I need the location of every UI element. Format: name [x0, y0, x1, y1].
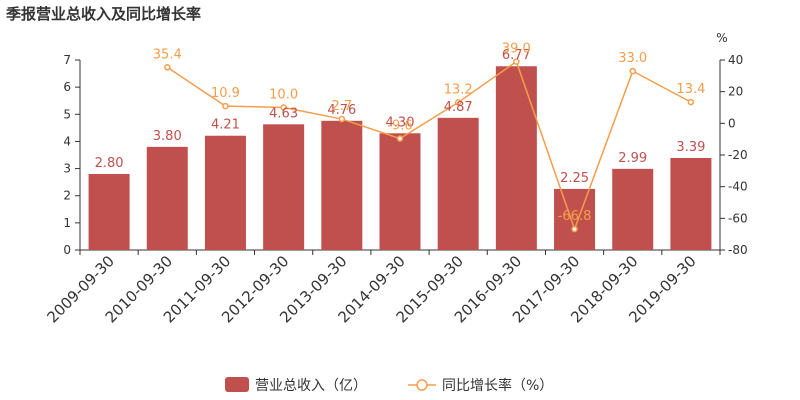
bar	[670, 157, 712, 250]
bar-value-label: 4.21	[211, 118, 240, 133]
y-left-tick-label: 7	[63, 53, 71, 67]
bar-value-label: 4.87	[444, 100, 473, 115]
bar-value-label: 2.80	[95, 156, 124, 171]
labels-layer: 2.80 3.80 4.21 4.63 4.76 4.30 4.87 6.77 2.25 2.99…	[95, 42, 706, 225]
y-left-tick-label: 4	[63, 134, 71, 148]
growth-value-label: 35.4	[153, 47, 182, 62]
chart-title: 季报营业总收入及同比增长率	[6, 5, 202, 23]
y-right-unit-label: %	[716, 31, 727, 45]
bar-value-label: 3.80	[153, 129, 182, 144]
bar	[437, 117, 479, 250]
bar-value-label: 2.99	[618, 151, 647, 166]
y-left-tick-label: 2	[63, 189, 71, 203]
bar	[263, 124, 305, 250]
y-right-tick-label: 0	[728, 116, 736, 130]
y-left-tick-label: 3	[63, 162, 71, 176]
growth-value-label: 10.9	[211, 86, 240, 101]
bar-value-label: 4.76	[327, 103, 356, 118]
y-right-tick-label: -60	[728, 211, 748, 225]
growth-point	[396, 135, 404, 142]
y-right-tick-label: -40	[728, 180, 748, 194]
bar-value-label: 3.39	[676, 140, 705, 155]
legend-bar-label: 营业总收入（亿）	[255, 378, 367, 394]
y-right-tick-label: -20	[728, 148, 748, 162]
bar-value-label: 2.25	[560, 171, 589, 186]
growth-point	[513, 58, 520, 65]
growth-value-label: -9.6	[387, 119, 412, 134]
bar	[88, 174, 130, 250]
growth-value-label: 13.2	[444, 82, 473, 97]
bar-value-label: 4.63	[269, 106, 298, 121]
growth-value-label: 2.7	[331, 99, 352, 114]
bar-value-label: 6.77	[502, 48, 531, 63]
bar	[379, 133, 421, 250]
y-left-tick-label: 1	[63, 216, 71, 230]
line-layer	[164, 58, 695, 233]
y-right-tick-label: 20	[728, 85, 743, 99]
y-right-tick-label: 40	[728, 53, 743, 67]
growth-point	[280, 104, 287, 111]
legend-line-label: 同比增长率（%）	[442, 377, 553, 394]
bar	[146, 146, 188, 250]
bars-layer	[88, 66, 712, 250]
growth-point	[338, 115, 346, 123]
y-right-tick-label: -80	[728, 243, 748, 257]
legend: 营业总收入（亿） 同比增长率（%）	[225, 377, 553, 394]
growth-point	[571, 225, 578, 233]
growth-value-label: 33.0	[618, 51, 647, 66]
legend-line-marker	[416, 379, 428, 391]
growth-line	[166, 60, 692, 232]
growth-value-label: -66.8	[558, 209, 592, 224]
bar-value-label: 4.30	[386, 115, 415, 130]
growth-value-label: 10.0	[269, 88, 298, 103]
legend-bar-swatch	[225, 377, 249, 392]
growth-value-label: 39.0	[502, 42, 531, 57]
growth-point	[454, 99, 462, 106]
y-left-tick-label: 0	[63, 243, 71, 257]
growth-point	[687, 98, 695, 106]
bar	[204, 135, 246, 250]
bar	[495, 66, 537, 250]
bar	[554, 188, 596, 250]
y-left-tick-label: 6	[63, 80, 71, 94]
bar	[612, 168, 654, 250]
growth-point	[222, 102, 229, 110]
growth-point	[629, 67, 636, 75]
y-left-tick-label: 5	[63, 107, 71, 121]
growth-point	[164, 64, 171, 71]
growth-value-label: 13.4	[676, 82, 705, 97]
bar	[321, 120, 363, 250]
